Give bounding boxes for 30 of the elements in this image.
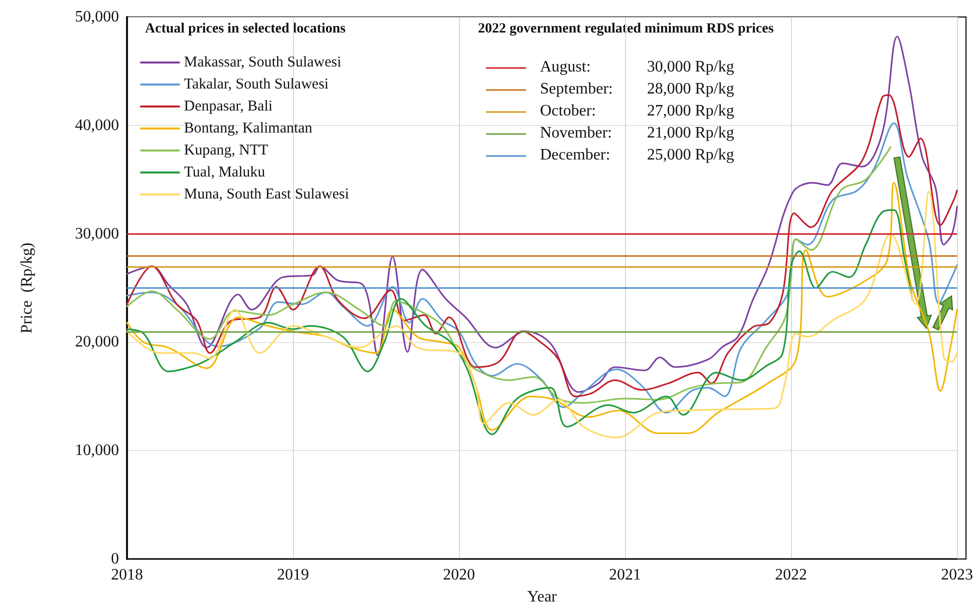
y-axis-title: Price (Rp/kg) xyxy=(18,242,36,334)
x-tick-label: 2020 xyxy=(443,566,475,584)
text: November: 21,000 Rp/kg xyxy=(540,124,734,142)
legend-label: Makassar, South Sulawesi xyxy=(184,54,342,70)
x-tick-label: 2023 xyxy=(941,566,973,584)
line-series xyxy=(126,146,892,404)
text: October: 27,000 Rp/kg xyxy=(540,102,734,120)
x-tick-label: 2019 xyxy=(277,566,309,584)
legend-label: Muna, South East Sulawesi xyxy=(184,186,349,202)
y-tick-label: 40,000 xyxy=(75,116,119,134)
x-tick-label: 2022 xyxy=(775,566,807,584)
y-tick-label: 50,000 xyxy=(75,8,119,26)
line-series xyxy=(126,36,958,393)
legend-label: Tual, Maluku xyxy=(184,164,266,180)
y-tick-label: 30,000 xyxy=(75,225,119,242)
legend-label: Bontang, Kalimantan xyxy=(184,120,313,136)
legend-title: Actual prices in selected locations xyxy=(145,22,346,36)
legend-label: Denpasar, Bali xyxy=(184,98,273,114)
x-tick-label: 2021 xyxy=(609,566,641,584)
text: December: 25,000 Rp/kg xyxy=(540,146,734,164)
y-tick-label: 10,000 xyxy=(75,442,119,460)
y-tick-label: 20,000 xyxy=(75,334,119,351)
annotation: 2022 government regulated minimum RDS prices xyxy=(478,22,774,36)
y-tick-label: 0 xyxy=(111,550,119,568)
legend-label: Kupang, NTT xyxy=(184,142,268,158)
x-axis-title: Year xyxy=(527,588,558,606)
text: August: 30,000 Rp/kg xyxy=(540,58,734,76)
legend-label: Takalar, South Sulawesi xyxy=(184,76,329,92)
text: September: 28,000 Rp/kg xyxy=(540,80,734,98)
x-tick-label: 2018 xyxy=(111,566,143,584)
